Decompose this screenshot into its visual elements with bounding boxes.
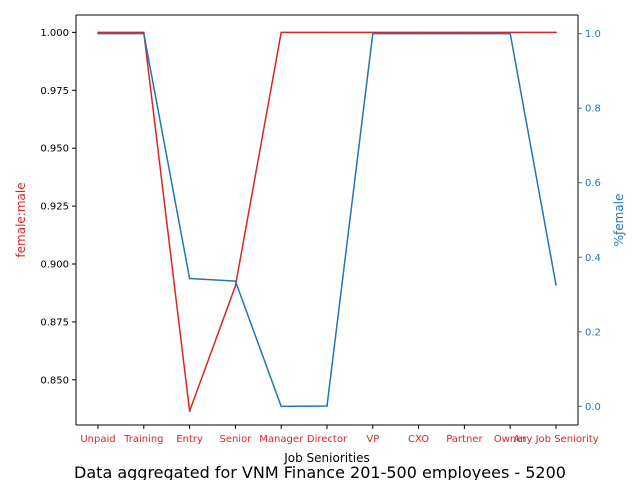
x-tick-label: Partner (446, 434, 483, 445)
right-tick-label: 0.4 (585, 253, 601, 264)
series-point-percent-female (509, 32, 512, 35)
x-tick-label: Entry (176, 434, 203, 445)
chart-footer-title: Data aggregated for VNM Finance 201-500 … (74, 463, 566, 480)
series-point-female-male (417, 31, 420, 34)
left-tick-label: 0.875 (40, 317, 69, 328)
series-point-percent-female (417, 32, 420, 35)
left-y-axis-label: female:male (14, 182, 28, 257)
x-tick-label: Training (123, 434, 163, 445)
series-point-percent-female (326, 405, 328, 407)
x-tick-label: Manager (259, 434, 304, 445)
x-tick-label: Unpaid (80, 434, 115, 445)
right-tick-label: 0.6 (585, 178, 601, 189)
series-point-percent-female (188, 277, 191, 280)
x-axis-label: Job Seniorities (283, 451, 370, 465)
series-point-percent-female (143, 32, 145, 35)
right-tick-label: 0.2 (585, 327, 601, 338)
series-point-percent-female (463, 32, 466, 35)
series-point-female-male (97, 31, 99, 34)
left-tick-label: 0.850 (40, 375, 69, 386)
series-point-female-male (188, 410, 191, 412)
x-tick-label: Senior (219, 434, 252, 445)
series-point-percent-female (555, 284, 557, 286)
left-tick-label: 1.000 (40, 28, 69, 39)
series-point-female-male (372, 31, 374, 34)
x-tick-label: Any Job Seniority (513, 434, 598, 445)
left-tick-label: 0.975 (40, 86, 69, 97)
x-tick-label: CXO (408, 434, 429, 445)
left-tick-label: 0.900 (40, 260, 69, 271)
series-point-female-male (326, 31, 328, 34)
left-tick-label: 0.925 (40, 202, 69, 213)
series-point-percent-female (234, 280, 237, 282)
plot-layer: 0.850 0.875 0.900 0.925 0.950 0.975 1.000 0.0 0.… (40, 14, 601, 445)
series-point-female-male (555, 31, 557, 34)
right-y-axis-label: %ƒemale (612, 194, 626, 247)
left-tick-label: 0.950 (40, 144, 69, 155)
x-tick-label: VP (366, 434, 379, 445)
x-tick-label: Owner (494, 434, 528, 445)
x-tick-label: Director (307, 434, 348, 445)
series-point-female-male (280, 31, 283, 34)
series-point-percent-female (372, 32, 374, 35)
series-point-female-male (463, 31, 466, 34)
series-point-female-male (143, 31, 145, 34)
series-point-female-male (509, 31, 512, 34)
right-tick-label: 1.0 (585, 29, 601, 40)
series-point-female-male (234, 285, 237, 287)
right-tick-label: 0.8 (585, 104, 601, 115)
series-point-percent-female (97, 32, 99, 35)
right-tick-label: 0.0 (585, 402, 601, 413)
series-point-percent-female (280, 405, 283, 408)
